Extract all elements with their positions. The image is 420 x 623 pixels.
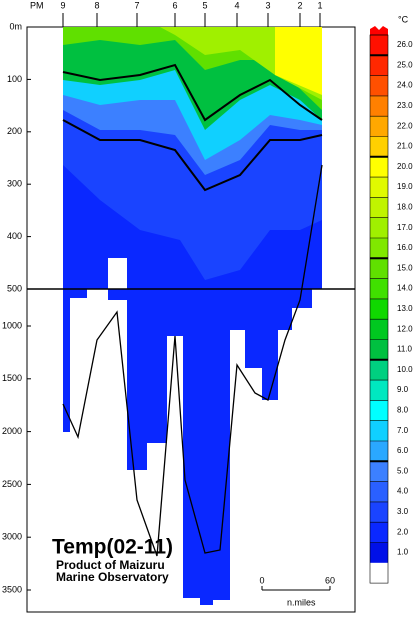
station-label: 4 [234, 0, 239, 10]
colorbar-label: 25.0 [397, 60, 413, 69]
colorbar-label: 5.0 [397, 466, 409, 475]
colorbar-swatch [370, 177, 388, 198]
unit: °C [398, 14, 409, 24]
colorbar-swatch [370, 481, 388, 502]
colorbar-swatch [370, 95, 388, 117]
y-tick-label: 400 [7, 231, 22, 241]
colorbar-label: 12.0 [397, 324, 413, 333]
colorbar-swatch [370, 298, 388, 320]
colorbar-label: 10.0 [397, 365, 413, 374]
colorbar-swatch [370, 522, 388, 543]
station-label: 3 [265, 0, 270, 10]
colorbar-swatch [370, 197, 388, 218]
x-label: PM [30, 0, 44, 10]
colorbar-label: 1.0 [397, 548, 409, 557]
colorbar-swatch [370, 217, 388, 238]
scale-tick-label: 0 [259, 575, 264, 585]
colorbar-swatch [370, 359, 388, 381]
y-tick-label: 3500 [2, 584, 22, 594]
station-label: 7 [134, 0, 139, 10]
colorbar-label: 20.0 [397, 162, 413, 171]
title: Temp(02-11) [52, 536, 173, 559]
station-label: 6 [172, 0, 177, 10]
station-label: 8 [94, 0, 99, 10]
y-tick-label: 2000 [2, 426, 22, 436]
colorbar-swatch [370, 400, 388, 421]
y-tick-label: 3000 [2, 532, 22, 542]
colorbar-swatch [370, 136, 388, 157]
colorbar-swatch [370, 258, 388, 279]
colorbar-swatch [370, 75, 388, 96]
colorbar-label: 22.0 [397, 121, 413, 130]
colorbar-label: 14.0 [397, 284, 413, 293]
colorbar-swatch [370, 116, 388, 137]
station-label: 1 [317, 0, 322, 10]
colorbar-label: 2.0 [397, 527, 409, 536]
colorbar-swatch [370, 420, 388, 441]
colorbar-label: 24.0 [397, 81, 413, 90]
colorbar-swatch [370, 461, 388, 482]
colorbar-label: 21.0 [397, 142, 413, 151]
colorbar-label: 16.0 [397, 243, 413, 252]
colorbar-frame [369, 34, 389, 584]
colorbar-label: 7.0 [397, 426, 409, 435]
colorbar-label: 18.0 [397, 203, 413, 212]
colorbar-label: 13.0 [397, 304, 413, 313]
colorbar-label: 4.0 [397, 487, 409, 496]
colorbar-label: 19.0 [397, 182, 413, 191]
colorbar-label: 9.0 [397, 385, 409, 394]
y-tick-label: 2500 [2, 479, 22, 489]
station-label: 5 [202, 0, 207, 10]
y-tick-label: 0m [9, 21, 22, 31]
colorbar-swatch [370, 339, 388, 360]
y-tick-label: 1000 [2, 320, 22, 330]
colorbar-swatch [370, 35, 388, 56]
colorbar-label: 3.0 [397, 507, 409, 516]
station-label: 2 [297, 0, 302, 10]
subtitle: Marine Observatory [56, 570, 169, 584]
y-tick-label: 200 [7, 126, 22, 136]
colorbar-label: 11.0 [397, 345, 413, 354]
station-label: 9 [60, 0, 65, 10]
colorbar-swatch [370, 238, 388, 259]
colorbar-swatch [370, 441, 388, 462]
colorbar-swatch [370, 542, 388, 563]
y-tick-label: 100 [7, 74, 22, 84]
colorbar-swatch [370, 278, 388, 299]
colorbar-swatch [370, 55, 388, 76]
colorbar-swatch [370, 501, 388, 523]
y-tick-label: 300 [7, 179, 22, 189]
colorbar-label: 8.0 [397, 406, 409, 415]
y-tick-label: 1500 [2, 373, 22, 383]
colorbar-label: 6.0 [397, 446, 409, 455]
colorbar-swatch [370, 380, 388, 401]
colorbar-label: 26.0 [397, 40, 413, 49]
colorbar-label: 23.0 [397, 101, 413, 110]
colorbar-swatch [370, 319, 388, 340]
colorbar-cap [370, 26, 388, 35]
scale-tick-label: 60 [325, 575, 335, 585]
colorbar-label: 17.0 [397, 223, 413, 232]
scale-label: n.miles [287, 597, 316, 607]
subtitle: Product of Maizuru [56, 558, 165, 572]
section-fill [62, 27, 323, 605]
colorbar-swatch [370, 156, 388, 178]
y-tick-label: 500 [7, 283, 22, 293]
colorbar-label: 15.0 [397, 263, 413, 272]
